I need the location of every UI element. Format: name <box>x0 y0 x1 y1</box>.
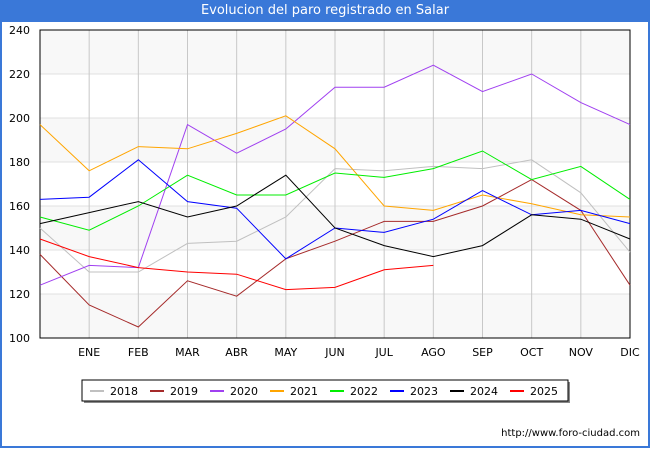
y-tick-label: 100 <box>9 332 30 345</box>
legend-label-2023: 2023 <box>410 385 438 398</box>
y-tick-label: 160 <box>9 200 30 213</box>
y-tick-label: 220 <box>9 68 30 81</box>
legend-label-2022: 2022 <box>350 385 378 398</box>
y-tick-label: 120 <box>9 288 30 301</box>
x-tick-label: ABR <box>225 346 248 359</box>
series-line-2022 <box>39 150 631 231</box>
x-tick-label: JUL <box>374 346 393 359</box>
x-tick-label: OCT <box>520 346 543 359</box>
x-tick-label: NOV <box>569 346 594 359</box>
series-line-2021 <box>39 115 631 218</box>
x-tick-label: FEB <box>128 346 149 359</box>
legend-label-2019: 2019 <box>170 385 198 398</box>
y-tick-label: 240 <box>9 24 30 37</box>
x-tick-label: AGO <box>421 346 446 359</box>
footer-url[interactable]: http://www.foro-ciudad.com <box>501 428 640 439</box>
x-tick-label: SEP <box>472 346 493 359</box>
legend-label-2024: 2024 <box>470 385 498 398</box>
y-tick-label: 140 <box>9 244 30 257</box>
x-tick-label: DIC <box>620 346 640 359</box>
plot-border <box>39 29 631 339</box>
legend-label-2021: 2021 <box>290 385 318 398</box>
series-line-2025 <box>39 238 434 291</box>
x-tick-label: MAR <box>175 346 200 359</box>
y-tick-label: 180 <box>9 156 30 169</box>
legend-label-2018: 2018 <box>110 385 138 398</box>
x-tick-label: ENE <box>78 346 100 359</box>
legend-label-2025: 2025 <box>530 385 558 398</box>
legend-label-2020: 2020 <box>230 385 258 398</box>
x-tick-label: JUN <box>324 346 345 359</box>
series-line-2018 <box>39 159 631 273</box>
x-tick-label: MAY <box>274 346 297 359</box>
chart-title: Evolucion del paro registrado en Salar <box>0 0 650 22</box>
y-tick-label: 200 <box>9 112 30 125</box>
series-line-2024 <box>39 174 631 258</box>
legend-box <box>81 379 569 402</box>
